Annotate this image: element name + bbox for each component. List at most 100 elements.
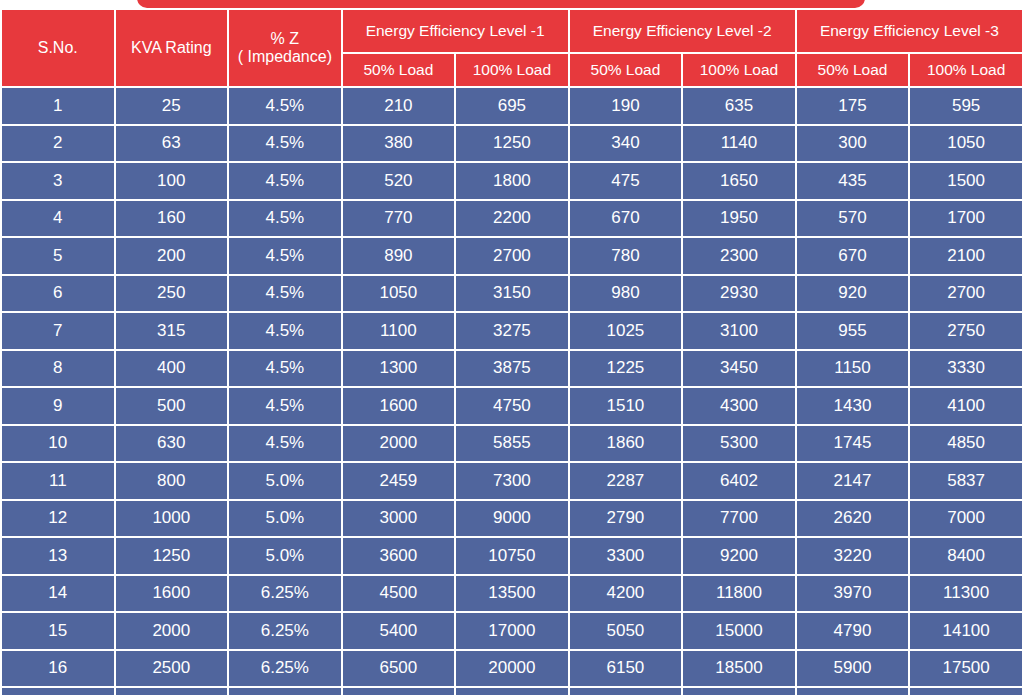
table-cell: 520 [343, 163, 455, 199]
col-header-efficiency-level-3: Energy Efficiency Level -3 [797, 10, 1022, 52]
table-cell: 1950 [683, 201, 795, 237]
table-cell: 670 [570, 201, 682, 237]
table-cell: 3000 [343, 501, 455, 537]
table-cell: 2620 [797, 501, 909, 537]
table-cell: 3970 [797, 576, 909, 612]
table-cell: 6.25% [229, 576, 341, 612]
table-cell: 2790 [570, 501, 682, 537]
table-row: 1210005.0%300090002790770026207000 [2, 501, 1022, 537]
table-cell [343, 688, 455, 695]
table-cell: 595 [910, 88, 1022, 124]
table-cell: 200 [116, 238, 228, 274]
table-cell: 4 [2, 201, 114, 237]
table-cell: 980 [570, 276, 682, 312]
table-cell: 15000 [683, 613, 795, 649]
table-cell: 2700 [910, 276, 1022, 312]
table-cell: 1150 [797, 351, 909, 387]
table-cell: 3875 [456, 351, 568, 387]
table-cell [797, 688, 909, 695]
table-cell: 13 [2, 538, 114, 574]
table-row: 73154.5%11003275102531009552750 [2, 313, 1022, 349]
table-cell: 20000 [456, 651, 568, 687]
table-cell: 5400 [343, 613, 455, 649]
table-cell: 6150 [570, 651, 682, 687]
table-row: 62504.5%1050315098029309202700 [2, 276, 1022, 312]
table-cell: 340 [570, 126, 682, 162]
table-cell: 2459 [343, 463, 455, 499]
col-header-impedance: % Z ( Impedance) [229, 10, 341, 86]
table-row: 118005.0%245973002287640221475837 [2, 463, 1022, 499]
table-cell: 3150 [456, 276, 568, 312]
table-cell: 4.5% [229, 201, 341, 237]
table-cell: 1250 [456, 126, 568, 162]
table-cell: 1745 [797, 426, 909, 462]
table-cell: 6 [2, 276, 114, 312]
table-cell: 3330 [910, 351, 1022, 387]
table-row: 41604.5%770220067019505701700 [2, 201, 1022, 237]
table-cell: 5 [2, 238, 114, 274]
table-cell: 4500 [343, 576, 455, 612]
table-cell: 15 [2, 613, 114, 649]
table-cell: 5.0% [229, 463, 341, 499]
table-cell: 1650 [683, 163, 795, 199]
table-cell: 1800 [456, 163, 568, 199]
table-cell: 18500 [683, 651, 795, 687]
impedance-label-line1: % Z [229, 30, 341, 48]
table-cell: 1050 [910, 126, 1022, 162]
table-cell: 5300 [683, 426, 795, 462]
table-row: 84004.5%130038751225345011503330 [2, 351, 1022, 387]
table-cell: 920 [797, 276, 909, 312]
table-cell: 2300 [683, 238, 795, 274]
header-row-groups: S.No. KVA Rating % Z ( Impedance) Energy… [2, 10, 1022, 52]
table-cell: 210 [343, 88, 455, 124]
table-cell: 6.25% [229, 613, 341, 649]
col-header-efficiency-level-2: Energy Efficiency Level -2 [570, 10, 795, 52]
table-cell: 7700 [683, 501, 795, 537]
page: S.No. KVA Rating % Z ( Impedance) Energy… [0, 0, 1024, 695]
table-cell: 3600 [343, 538, 455, 574]
table-row: 1416006.25%450013500420011800397011300 [2, 576, 1022, 612]
table-cell: 8400 [910, 538, 1022, 574]
col-header-level1-50-load: 50% Load [343, 54, 455, 86]
col-header-level2-50-load: 50% Load [570, 54, 682, 86]
table-cell: 1225 [570, 351, 682, 387]
table-cell: 5900 [797, 651, 909, 687]
table-cell: 9000 [456, 501, 568, 537]
table-row: 31004.5%520180047516504351500 [2, 163, 1022, 199]
table-cell [570, 688, 682, 695]
col-header-level2-100-load: 100% Load [683, 54, 795, 86]
table-cell: 2100 [910, 238, 1022, 274]
table-cell [910, 688, 1022, 695]
table-cell: 800 [116, 463, 228, 499]
table-cell: 630 [116, 426, 228, 462]
table-cell: 7300 [456, 463, 568, 499]
table-cell: 4790 [797, 613, 909, 649]
table-cell: 11 [2, 463, 114, 499]
table-cell: 1025 [570, 313, 682, 349]
table-cell: 4.5% [229, 388, 341, 424]
col-header-level1-100-load: 100% Load [456, 54, 568, 86]
table-cell: 190 [570, 88, 682, 124]
table-cell: 4.5% [229, 426, 341, 462]
col-header-sno: S.No. [2, 10, 114, 86]
table-cell: 3220 [797, 538, 909, 574]
table-cell: 2930 [683, 276, 795, 312]
table-cell: 4300 [683, 388, 795, 424]
table-cell: 12 [2, 501, 114, 537]
table-cell: 435 [797, 163, 909, 199]
table-cell: 635 [683, 88, 795, 124]
table-cell: 16 [2, 651, 114, 687]
table-row-cutoff [2, 688, 1022, 695]
table-cell: 3300 [570, 538, 682, 574]
table-cell: 4.5% [229, 313, 341, 349]
table-cell: 380 [343, 126, 455, 162]
table-cell: 4.5% [229, 238, 341, 274]
table-row: 1520006.25%540017000505015000479014100 [2, 613, 1022, 649]
table-cell: 11300 [910, 576, 1022, 612]
table-cell: 1860 [570, 426, 682, 462]
table-cell: 6.25% [229, 651, 341, 687]
table-row: 95004.5%160047501510430014304100 [2, 388, 1022, 424]
table-cell: 2287 [570, 463, 682, 499]
table-cell: 1000 [116, 501, 228, 537]
table-cell: 475 [570, 163, 682, 199]
